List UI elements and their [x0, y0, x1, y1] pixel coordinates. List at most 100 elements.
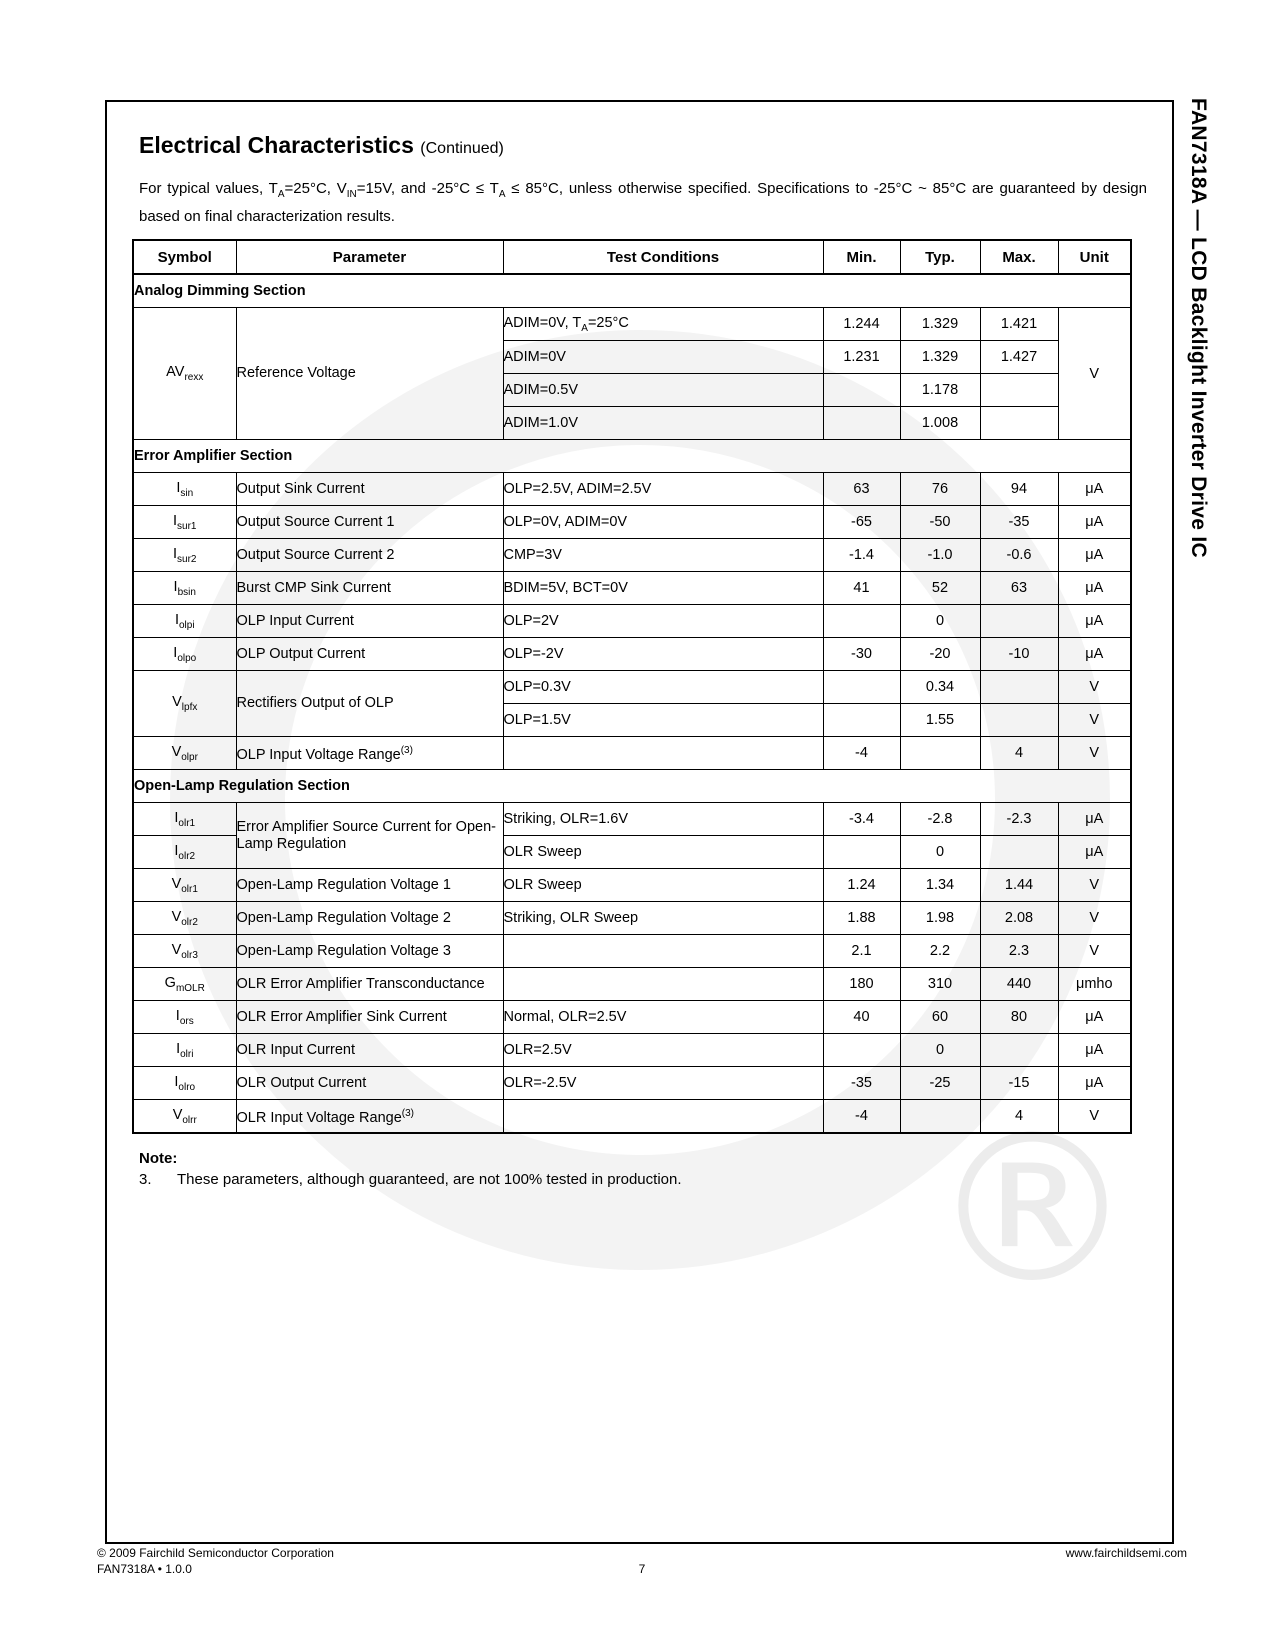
unit-cell: μA	[1057, 505, 1132, 539]
table-row: Volrr OLR Input Voltage Range(3) -4 4 V	[132, 1099, 1132, 1134]
value-cell: -25	[899, 1066, 981, 1100]
column-header-unit: Unit	[1057, 239, 1132, 275]
unit-cell: V	[1057, 1099, 1132, 1134]
value-cell: 1.55	[899, 703, 981, 737]
unit-cell: μA	[1057, 637, 1132, 671]
value-cell: 310	[899, 967, 981, 1001]
value-cell: 1.244	[822, 307, 901, 341]
symbol-cell: Isin	[132, 472, 237, 506]
value-cell: 1.427	[979, 340, 1059, 374]
parameter-cell: Open-Lamp Regulation Voltage 3	[235, 934, 504, 968]
column-header-min: Min.	[822, 239, 901, 275]
test-conditions-cell: Normal, OLR=2.5V	[502, 1000, 824, 1034]
unit-cell: μA	[1057, 835, 1132, 869]
table-row: Iolro OLR Output Current OLR=-2.5V -35 -25 -1…	[132, 1066, 1132, 1100]
footer-copyright: © 2009 Fairchild Semiconductor Corporati…	[97, 1546, 334, 1560]
table-row: Vlpfx Rectifiers Output of OLP OLP=0.3V 0.3…	[132, 670, 1132, 737]
value-cell	[822, 835, 901, 869]
unit-cell: V	[1057, 736, 1132, 770]
test-conditions-cell: OLR Sweep	[502, 868, 824, 902]
electrical-characteristics-table: Symbol Parameter Test Conditions Min. Ty…	[132, 239, 1132, 1134]
parameter-cell: OLP Input Current	[235, 604, 504, 638]
unit-cell: V	[1057, 901, 1132, 935]
value-cell	[822, 670, 901, 704]
value-cell: 0	[899, 835, 981, 869]
symbol-cell: Iolri	[132, 1033, 237, 1067]
symbol-cell: Iolr1	[132, 802, 237, 836]
unit-cell: V	[1057, 670, 1132, 704]
table-row: GmOLR OLR Error Amplifier Transconductanc…	[132, 967, 1132, 1001]
test-conditions-cell: OLP=0V, ADIM=0V	[502, 505, 824, 539]
value-cell: -65	[822, 505, 901, 539]
value-cell: 60	[899, 1000, 981, 1034]
symbol-cell: Iors	[132, 1000, 237, 1034]
page-footer: © 2009 Fairchild Semiconductor Corporati…	[97, 1546, 1187, 1576]
table-row: Iolpi OLP Input Current OLP=2V 0 μA	[132, 604, 1132, 638]
footer-page-number: 7	[638, 1562, 646, 1576]
value-cell: -0.6	[979, 538, 1059, 572]
table-row: Iolr1 Error Amplifier Source Current for …	[132, 802, 1132, 869]
symbol-cell: Vlpfx	[132, 670, 237, 737]
table-row: Isur1 Output Source Current 1 OLP=0V, ADIM…	[132, 505, 1132, 539]
registered-trademark-watermark: ®	[930, 1091, 1135, 1329]
table-row: Iolpo OLP Output Current OLP=-2V -30 -20 -10 μ…	[132, 637, 1132, 671]
value-cell: 2.1	[822, 934, 901, 968]
sidebar-product-title: FAN7318A — LCD Backlight Inverter Drive …	[1187, 98, 1210, 558]
test-conditions-cell: OLR Sweep	[502, 835, 824, 869]
parameter-cell: Output Source Current 1	[235, 505, 504, 539]
value-cell: -4	[822, 736, 901, 770]
table-row: Iors OLR Error Amplifier Sink Current Norm…	[132, 1000, 1132, 1034]
table-row: Isur2 Output Source Current 2 CMP=3V -1.4 -1…	[132, 538, 1132, 572]
test-conditions-cell	[502, 1099, 824, 1134]
parameter-cell: Burst CMP Sink Current	[235, 571, 504, 605]
parameter-cell: Rectifiers Output of OLP	[235, 670, 504, 737]
parameter-cell: Error Amplifier Source Current for Open-…	[235, 802, 504, 869]
value-cell: 1.24	[822, 868, 901, 902]
table-row: Volpr OLP Input Voltage Range(3) -4 4 V	[132, 736, 1132, 770]
note-block: Note: 3. These parameters, although guara…	[139, 1150, 682, 1188]
value-cell: 180	[822, 967, 901, 1001]
value-cell	[979, 604, 1059, 638]
value-cell: -2.3	[979, 802, 1059, 836]
unit-cell: μA	[1057, 1033, 1132, 1067]
value-cell: 4	[979, 736, 1059, 770]
value-cell: 94	[979, 472, 1059, 506]
test-conditions-cell	[502, 736, 824, 770]
page-title: Electrical Characteristics (Continued)	[139, 132, 504, 159]
value-cell: 440	[979, 967, 1059, 1001]
section-header: Error Amplifier Section	[132, 439, 1132, 473]
value-cell: 40	[822, 1000, 901, 1034]
note-text: These parameters, although guaranteed, a…	[177, 1171, 682, 1188]
parameter-cell: Reference Voltage	[235, 307, 504, 440]
test-conditions-cell: BDIM=5V, BCT=0V	[502, 571, 824, 605]
value-cell: -1.4	[822, 538, 901, 572]
table-body: Analog Dimming Section AVrexx Reference Vo…	[132, 273, 1132, 1134]
test-conditions-cell: ADIM=1.0V	[502, 406, 824, 440]
value-cell: 0.34	[899, 670, 981, 704]
table-row: Iolri OLR Input Current OLR=2.5V 0 μA	[132, 1033, 1132, 1067]
value-cell	[899, 736, 981, 770]
value-cell	[822, 1033, 901, 1067]
test-conditions-cell: OLP=2.5V, ADIM=2.5V	[502, 472, 824, 506]
test-conditions-cell: Striking, OLR Sweep	[502, 901, 824, 935]
symbol-cell: Isur2	[132, 538, 237, 572]
table-row: Isin Output Sink Current OLP=2.5V, ADIM=2.…	[132, 472, 1132, 506]
symbol-cell: Volr1	[132, 868, 237, 902]
section-row: Error Amplifier Section	[132, 439, 1132, 473]
symbol-cell: Iolpo	[132, 637, 237, 671]
value-cell: 1.421	[979, 307, 1059, 341]
unit-cell: V	[1057, 307, 1132, 440]
value-cell: 1.98	[899, 901, 981, 935]
parameter-cell: OLR Output Current	[235, 1066, 504, 1100]
table-row: Volr2 Open-Lamp Regulation Voltage 2 Strik…	[132, 901, 1132, 935]
section-row: Open-Lamp Regulation Section	[132, 769, 1132, 803]
symbol-cell: Volr2	[132, 901, 237, 935]
parameter-cell: Open-Lamp Regulation Voltage 2	[235, 901, 504, 935]
test-conditions-cell: ADIM=0V	[502, 340, 824, 374]
table-row: Iolr2 OLR Sweep 0 μA	[132, 835, 1132, 869]
table-row: ADIM=0.5V 1.178	[133, 373, 1131, 407]
value-cell: 52	[899, 571, 981, 605]
test-conditions-cell	[502, 967, 824, 1001]
test-conditions-cell: OLR=-2.5V	[502, 1066, 824, 1100]
